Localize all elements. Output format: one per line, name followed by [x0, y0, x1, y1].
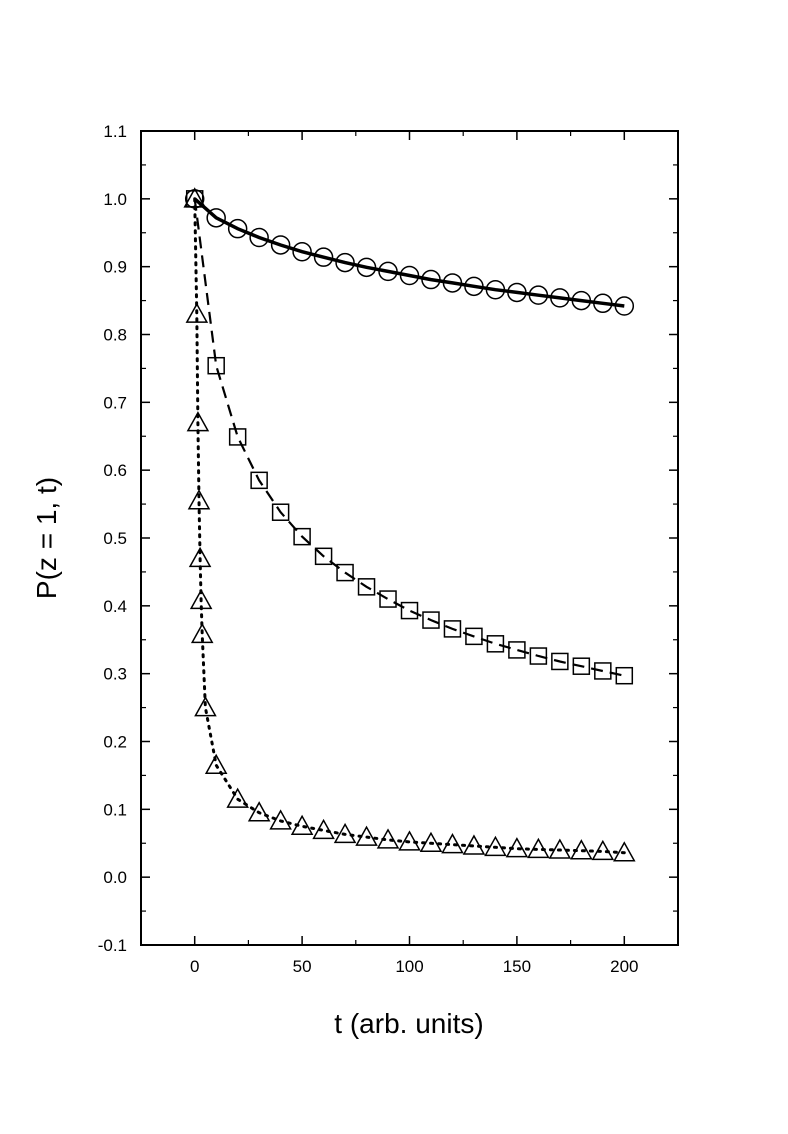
series-1-point: [270, 235, 291, 255]
series-lines: [193, 197, 626, 855]
y-tick-label: 1.0: [103, 190, 127, 209]
series-3-point: [188, 546, 212, 568]
series-3-point: [186, 411, 210, 432]
series-1-point: [399, 265, 420, 286]
series-2-point: [357, 578, 376, 596]
series-3-point: [570, 839, 593, 860]
y-tick-label: 0.6: [103, 461, 127, 480]
series-3-point: [189, 588, 213, 610]
y-tick-label: 0.7: [103, 393, 127, 412]
series-3-point: [247, 801, 271, 822]
series-3-point: [269, 809, 292, 830]
series-3-point: [613, 841, 636, 862]
y-tick-label: 0.1: [103, 800, 127, 819]
series-2-point: [594, 662, 612, 680]
y-tick-label: 0.9: [103, 258, 127, 277]
series-3-point: [398, 830, 421, 851]
series-3-point: [190, 622, 214, 644]
series-2-point: [400, 601, 419, 620]
series-3-point: [194, 696, 217, 717]
series-2-point: [336, 563, 354, 582]
series-2-point: [529, 647, 548, 665]
x-tick-label: 200: [610, 957, 638, 976]
series-1-point: [550, 288, 570, 308]
series-3-point: [183, 187, 206, 208]
x-tick-label: 150: [503, 957, 531, 976]
x-tick-label: 0: [190, 957, 199, 976]
series-1-point: [227, 218, 248, 239]
series-2-point: [508, 641, 526, 659]
y-tick-label: 0.4: [103, 597, 127, 616]
series-2-line: [193, 198, 625, 677]
series-3-point: [226, 787, 249, 808]
series-1-line: [193, 197, 625, 308]
series-3-point: [419, 831, 443, 852]
series-3-point: [333, 822, 357, 844]
series-2-point: [314, 547, 333, 566]
series-2-point: [572, 657, 591, 675]
x-axis-ticks: 0 50 100 150 200: [140, 131, 679, 976]
series-3-point: [441, 833, 464, 854]
series-3-line: [193, 197, 626, 855]
series-1-point: [249, 227, 269, 248]
series-1-point: [206, 208, 226, 228]
series-3-point: [527, 837, 550, 859]
y-tick-label: -0.1: [98, 936, 127, 955]
series-1-point: [421, 269, 441, 290]
series-1-point: [507, 282, 527, 303]
series-3-point: [312, 818, 335, 840]
series-1-point: [571, 290, 592, 311]
series-1-point: [614, 296, 635, 316]
series-3-point: [376, 828, 400, 849]
series-2-point: [271, 503, 290, 521]
series-2-point: [250, 471, 268, 490]
series-markers: [183, 187, 636, 862]
series-3-point: [505, 837, 529, 858]
y-axis-title: P(z = 1, t): [31, 477, 62, 599]
series-2-point: [486, 635, 505, 653]
series-2-point: [207, 356, 225, 375]
series-1-point: [378, 261, 398, 282]
series-2-point: [615, 666, 634, 685]
series-1-point: [313, 247, 334, 267]
x-axis-title: t (arb. units): [334, 1008, 483, 1039]
series-3-point: [187, 489, 211, 510]
series-3-point: [290, 814, 314, 836]
y-tick-label: 0.2: [103, 733, 127, 752]
y-tick-label: 1.1: [103, 122, 127, 141]
x-tick-label: 50: [293, 957, 312, 976]
series-1-point: [292, 241, 312, 262]
series-1-point: [485, 279, 506, 300]
series-2-point: [379, 590, 397, 608]
x-tick-label: 100: [395, 957, 423, 976]
series-3-point: [185, 302, 209, 323]
y-tick-label: 0.0: [103, 868, 127, 887]
series-3-point: [462, 834, 486, 855]
series-3-point: [548, 838, 572, 859]
y-tick-label: 0.3: [103, 665, 127, 684]
y-axis-ticks: -0.1 0.0 0.1 0.2 0.3 0.4 0.5 0.6 0.7 0.8 0.9 1.0 1.1: [98, 122, 678, 955]
y-tick-label: 0.8: [103, 326, 127, 345]
y-tick-label: 0.5: [103, 529, 127, 548]
series-2-point: [228, 428, 247, 446]
series-1-point: [593, 293, 613, 314]
series-2-point: [422, 611, 440, 629]
series-2-point: [465, 627, 483, 646]
series-1-point: [335, 252, 355, 273]
series-3-point: [204, 753, 228, 774]
series-3-point: [355, 825, 378, 846]
series-1-point: [442, 273, 463, 293]
series-2-point: [293, 527, 311, 546]
plot-frame: [140, 130, 679, 946]
series-1-point: [528, 285, 549, 305]
series-1-point: [356, 257, 377, 278]
series-3-point: [591, 839, 615, 861]
series-3-point: [484, 835, 507, 857]
series-2-point: [443, 620, 462, 638]
series-2-point: [551, 652, 569, 671]
series-1-point: [464, 276, 484, 297]
